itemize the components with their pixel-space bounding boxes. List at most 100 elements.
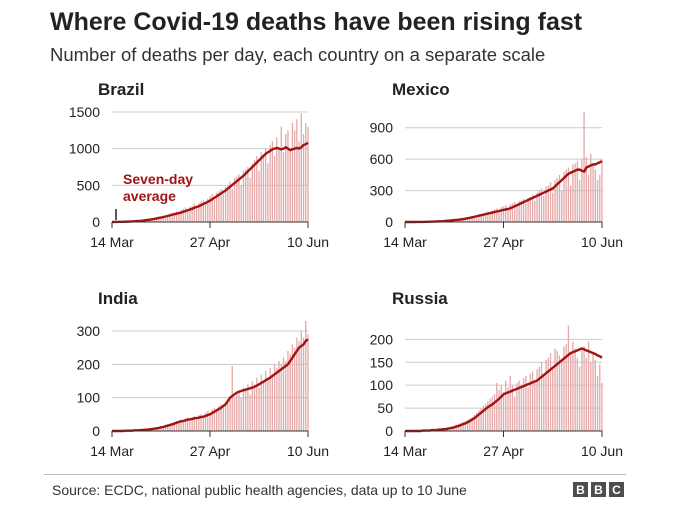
bar [238,174,240,222]
bar [180,210,182,222]
bar [475,412,478,431]
bar [249,178,251,222]
bar [522,198,525,222]
bar [251,163,253,222]
bar [242,170,245,222]
bar [554,180,556,222]
bar [518,201,520,222]
bar [258,387,260,431]
bar [531,194,534,222]
bar [236,176,238,222]
bar [298,341,300,431]
bar [285,361,287,431]
bar [233,178,236,222]
bar [585,157,587,222]
bar [527,197,529,222]
bar [236,394,238,431]
bbc-logo-letter: C [609,482,624,497]
bar [570,353,572,431]
bar [496,382,498,432]
bar [160,217,162,222]
bar [489,214,491,222]
bar [563,346,565,431]
panel-title: Mexico [392,80,450,99]
bar [231,366,233,431]
bar [231,189,233,222]
bar [267,163,269,222]
bar [525,376,527,431]
bar [224,186,227,222]
bbc-logo-letter: B [591,482,606,497]
bar [500,385,502,431]
bar [578,366,581,431]
bar [178,420,180,431]
bar [285,134,287,222]
bar [480,216,482,222]
bar [271,374,274,431]
bar [184,418,187,431]
x-tick-label: 10 Jun [581,443,623,459]
bar [167,424,169,431]
bar [484,403,487,431]
bar [244,169,247,222]
bar [462,219,464,222]
bar [493,209,496,222]
y-tick-label: 100 [77,390,101,406]
bar [520,200,523,222]
bar [576,357,579,431]
bar [590,153,592,222]
bar [180,419,182,431]
x-tick-label: 27 Apr [190,443,231,459]
average-line [405,160,603,224]
bar [207,411,209,431]
average-line [405,347,603,433]
bar [467,218,469,222]
y-tick-label: 500 [77,177,101,193]
y-tick-label: 0 [92,423,100,439]
bar [471,217,473,222]
bar [552,366,554,431]
bar [171,422,173,431]
bar [209,412,211,431]
bar [505,205,507,222]
bar [307,334,309,431]
y-tick-label: 1000 [69,141,100,157]
bar [500,207,502,222]
bar [204,412,207,431]
bar [293,347,296,431]
y-tick-label: 0 [92,214,100,230]
bar [216,192,218,222]
bar [455,424,458,431]
bar [253,384,256,431]
bar [218,191,220,222]
bar [467,419,469,431]
bar [464,218,467,222]
bar [518,380,520,431]
bar [493,394,496,431]
y-tick-label: 100 [370,377,394,393]
bar [509,204,511,222]
source-note: Source: ECDC, national public health age… [52,482,467,498]
bar [561,362,563,431]
bar [195,208,198,222]
bar [269,367,271,431]
bar [554,348,556,431]
y-tick-label: 900 [370,120,394,136]
bar [543,195,545,222]
bar [229,399,231,431]
bar [182,421,184,431]
bar [162,426,164,431]
bar [182,208,184,222]
bar [574,348,576,431]
bar [599,364,601,431]
bar [570,185,572,222]
bar [247,384,249,431]
bar [507,209,509,222]
bar [469,217,471,222]
bar [565,343,567,431]
bar [511,385,514,431]
bar [545,359,547,431]
bar [273,364,276,431]
bar [187,211,189,222]
bar [213,407,216,431]
